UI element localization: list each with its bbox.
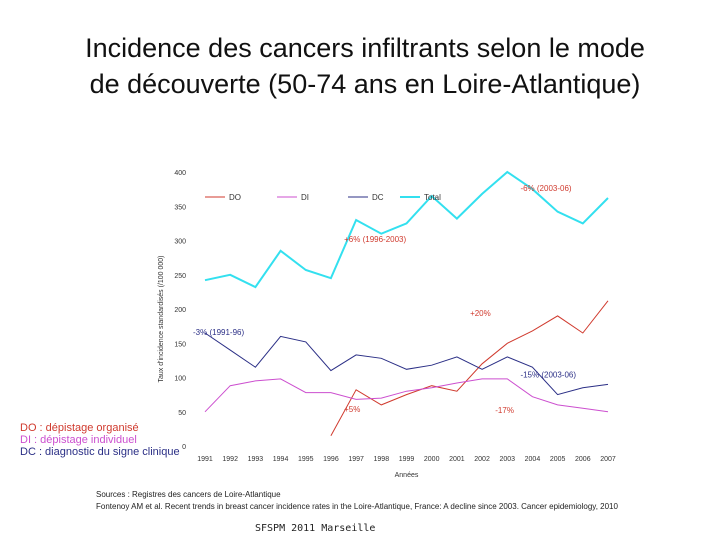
series-line-total bbox=[204, 170, 609, 289]
abbreviation-legend: DO : dépistage organisé DI : dépistage i… bbox=[20, 422, 180, 458]
annotation-label: -15% (2003-06) bbox=[520, 371, 576, 380]
source-line-1: Sources : Registres des cancers de Loire… bbox=[96, 490, 281, 499]
annotation-label: -17% bbox=[495, 406, 514, 415]
x-tick-label: 2002 bbox=[474, 456, 490, 463]
y-tick-label: 300 bbox=[174, 239, 186, 246]
x-tick-label: 2006 bbox=[575, 456, 591, 463]
series-line-dc bbox=[204, 332, 609, 396]
x-tick-label: 1991 bbox=[197, 456, 213, 463]
legend-do: DO : dépistage organisé bbox=[20, 422, 139, 434]
legend-dc: DC : diagnostic du signe clinique bbox=[20, 446, 180, 458]
y-tick-label: 50 bbox=[178, 410, 186, 417]
y-axis-label: Taux d'incidence standardisés (/100 000) bbox=[158, 255, 165, 382]
annotation-label: -6% (2003-06) bbox=[520, 184, 571, 193]
legend-label-dc: DC bbox=[372, 193, 384, 202]
x-tick-label: 1994 bbox=[273, 456, 289, 463]
title-line-2: de découverte (50-74 ans en Loire-Atlant… bbox=[89, 69, 641, 99]
y-tick-label: 400 bbox=[174, 170, 186, 177]
x-axis-label: Années bbox=[395, 472, 419, 479]
x-tick-label: 2003 bbox=[499, 456, 515, 463]
x-tick-label: 1998 bbox=[374, 456, 390, 463]
annotation-label: +5% bbox=[344, 405, 360, 414]
x-tick-label: 1996 bbox=[323, 456, 339, 463]
x-tick-label: 1993 bbox=[248, 456, 264, 463]
legend-label-di: DI bbox=[301, 193, 309, 202]
x-tick-label: 2000 bbox=[424, 456, 440, 463]
x-tick-label: 2007 bbox=[600, 456, 616, 463]
legend-label-do: DO bbox=[229, 193, 241, 202]
x-tick-label: 1997 bbox=[348, 456, 364, 463]
series-line-di bbox=[204, 378, 609, 413]
x-tick-label: 1999 bbox=[399, 456, 415, 463]
annotation-label: +6% (1996-2003) bbox=[344, 235, 406, 244]
sources: Sources : Registres des cancers de Loire… bbox=[96, 489, 618, 513]
legend-di: DI : dépistage individuel bbox=[20, 434, 137, 446]
y-tick-label: 150 bbox=[174, 341, 186, 348]
legend-label-total: Total bbox=[424, 193, 441, 202]
y-tick-label: 250 bbox=[174, 273, 186, 280]
x-tick-label: 2004 bbox=[525, 456, 541, 463]
x-tick-label: 2001 bbox=[449, 456, 465, 463]
x-tick-label: 1992 bbox=[222, 456, 238, 463]
y-tick-label: 100 bbox=[174, 376, 186, 383]
y-tick-label: 200 bbox=[174, 307, 186, 314]
source-line-2: Fontenoy AM et al. Recent trends in brea… bbox=[96, 502, 618, 511]
slide-title: Incidence des cancers infiltrants selon … bbox=[20, 30, 710, 102]
y-tick-label: 350 bbox=[174, 204, 186, 211]
annotation-label: +20% bbox=[470, 309, 491, 318]
x-tick-label: 1995 bbox=[298, 456, 314, 463]
x-tick-label: 2005 bbox=[550, 456, 566, 463]
title-line-1: Incidence des cancers infiltrants selon … bbox=[85, 33, 645, 63]
footer-text: SFSPM 2011 Marseille bbox=[255, 523, 376, 534]
series-line-do bbox=[330, 300, 609, 436]
y-tick-label: 0 bbox=[182, 444, 186, 451]
annotation-label: -3% (1991-96) bbox=[193, 328, 244, 337]
